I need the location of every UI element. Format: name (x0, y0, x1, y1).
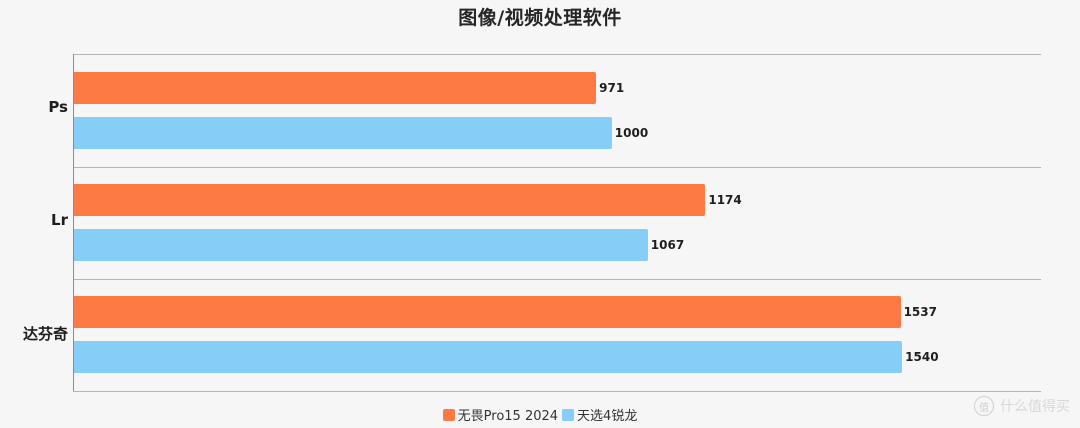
bar-ps-tianxuan (74, 117, 612, 149)
gridline (73, 391, 1041, 392)
value-label: 1174 (708, 193, 742, 207)
plot-area: 971 1000 1174 1067 1537 1540 (73, 54, 1041, 392)
gridline (73, 54, 1041, 55)
legend-item-tianxuan: 天选4锐龙 (562, 405, 637, 424)
chart-title: 图像/视频处理软件 (458, 7, 622, 29)
category-label-ps: Ps (48, 98, 68, 116)
watermark: 值 什么值得买 (974, 396, 1070, 416)
bar-ps-wuwei (74, 72, 597, 104)
bar-davinci-wuwei (74, 296, 901, 328)
bar-davinci-tianxuan (74, 341, 903, 373)
legend-swatch-blue (562, 408, 575, 421)
legend-item-wuwei: 无畏Pro15 2024 (442, 405, 559, 424)
value-label: 971 (599, 81, 625, 95)
value-label: 1540 (905, 350, 939, 364)
gridline (73, 279, 1041, 280)
legend-swatch-orange (442, 408, 455, 421)
category-label-davinci: 达芬奇 (22, 325, 68, 343)
value-label: 1000 (614, 126, 649, 140)
legend-label: 无畏Pro15 2024 (457, 409, 559, 424)
bar-lr-wuwei (74, 184, 706, 216)
legend: 无畏Pro15 2024 天选4锐龙 (0, 405, 1080, 424)
watermark-text: 什么值得买 (1000, 399, 1070, 415)
category-label-lr: Lr (51, 211, 68, 229)
bar-lr-tianxuan (74, 229, 648, 261)
value-label: 1067 (650, 238, 685, 252)
legend-label: 天选4锐龙 (577, 409, 638, 424)
gridline (73, 167, 1041, 168)
watermark-logo-icon: 值 (974, 396, 994, 416)
y-axis-line (73, 54, 74, 391)
value-label: 1537 (903, 305, 937, 319)
